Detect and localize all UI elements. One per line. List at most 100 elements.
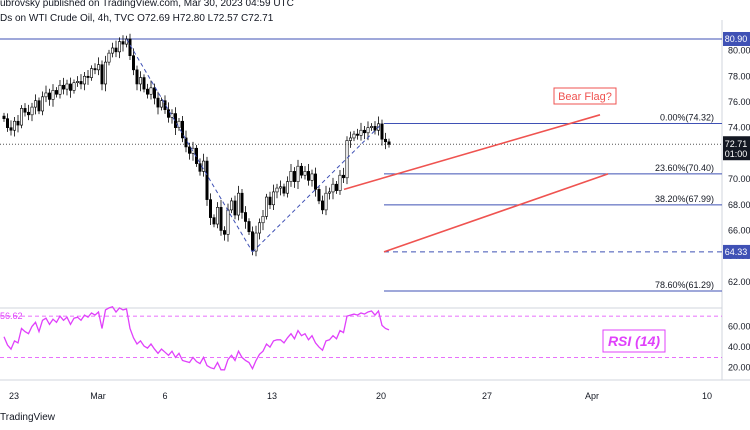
candle-body [237, 192, 241, 216]
candle-body [23, 108, 27, 113]
candle-body [331, 183, 335, 193]
x-tick-label: 6 [162, 391, 167, 401]
candle-body [58, 84, 62, 95]
candle-body [107, 52, 111, 63]
price-tag-top: 80.90 [725, 34, 748, 44]
candle-body [209, 199, 213, 218]
candle-body [37, 100, 41, 112]
candle-body [86, 75, 90, 78]
candle-body [69, 83, 73, 91]
candle-body [338, 174, 342, 191]
bear-flag-label: Bear Flag? [558, 91, 612, 103]
candle-body [348, 137, 352, 141]
candle-body [334, 183, 338, 191]
candle-body [19, 108, 23, 126]
candle-body [181, 120, 185, 139]
y-tick-label: 62.00 [728, 277, 750, 287]
x-tick-label: 10 [702, 391, 712, 401]
candle-body [306, 171, 310, 181]
candle-body [177, 120, 181, 128]
candle-body [90, 68, 94, 78]
candle-body [244, 212, 248, 222]
channel-upper-line [343, 114, 601, 191]
publisher-line: ubrovsky published on TradingView.com, M… [0, 0, 294, 9]
candle-body [184, 137, 188, 148]
rsi-y-tick-label: 40.00 [728, 342, 750, 352]
candle-body [292, 171, 296, 182]
candle-body [142, 77, 146, 90]
price-tag-top-bg [723, 31, 750, 46]
y-tick-label: 66.00 [728, 225, 750, 235]
candle-body [299, 165, 303, 176]
candle-body [26, 111, 30, 116]
candle-body [324, 192, 328, 211]
x-tick-label: 13 [267, 391, 277, 401]
candle-body [104, 61, 108, 85]
bear-flag-box [553, 87, 617, 105]
x-tick-label: 20 [376, 391, 386, 401]
candle-body [355, 133, 359, 136]
candle-body [16, 120, 20, 126]
rsi-y-tick-label: 20.00 [728, 363, 750, 373]
candle-body [156, 97, 160, 108]
candle-body [251, 231, 255, 252]
candle-body [128, 38, 132, 57]
price-tag-current: 72.71 [725, 139, 748, 149]
tradingview-brand: TradingView [0, 412, 56, 423]
candle-body [205, 160, 209, 200]
candle-body [282, 186, 286, 194]
candle-body [345, 140, 349, 179]
candle-body [387, 141, 391, 145]
candle-body [97, 64, 101, 71]
candle-body [167, 109, 171, 118]
candle-body [264, 196, 268, 217]
candle-body [366, 127, 370, 134]
price-tag-current-bg [723, 136, 750, 161]
candle-body [223, 230, 227, 235]
candle-body [79, 81, 83, 85]
candle-body [139, 77, 143, 85]
candle-body [47, 92, 51, 100]
rsi-title: RSI (14) [608, 333, 660, 349]
rsi-y-tick-label: 60.00 [728, 321, 750, 331]
fib-label: 0.00%(74.32) [660, 113, 714, 123]
candle-body [219, 207, 223, 231]
rsi-title-box [602, 329, 666, 353]
candle-body [240, 192, 244, 213]
candle-body [230, 200, 234, 211]
candle-body [54, 90, 58, 95]
candle-body [362, 129, 366, 134]
candle-body [369, 126, 373, 128]
candle-body [76, 81, 80, 83]
x-tick-label: 27 [482, 391, 492, 401]
candle-body [160, 100, 164, 108]
candle-body [261, 216, 265, 224]
candle-body [153, 87, 157, 99]
candle-body [247, 221, 251, 233]
candle-body [118, 41, 122, 53]
candle-body [33, 100, 37, 108]
y-tick-label: 74.00 [728, 123, 750, 133]
candle-body [30, 106, 34, 116]
candle-body [61, 84, 65, 90]
candle-body [65, 83, 69, 90]
candle-body [320, 200, 324, 211]
candle-body [268, 196, 272, 206]
rsi-line [3, 306, 390, 371]
price-tag-countdown: 01:00 [725, 149, 748, 159]
fib-swing-line [126, 38, 253, 253]
candle-body [212, 217, 216, 225]
candle-body [310, 173, 314, 181]
y-tick-label: 78.00 [728, 71, 750, 81]
candle-body [226, 209, 230, 235]
candle-body [313, 173, 317, 190]
candle-body [51, 90, 55, 100]
candle-body [149, 87, 153, 95]
candle-body [121, 41, 125, 45]
fib-label: 38.20%(67.99) [655, 194, 714, 204]
fib-label: 23.60%(70.40) [655, 163, 714, 173]
candle-body [135, 69, 139, 85]
candle-body [285, 181, 289, 194]
candle-body [359, 129, 363, 136]
